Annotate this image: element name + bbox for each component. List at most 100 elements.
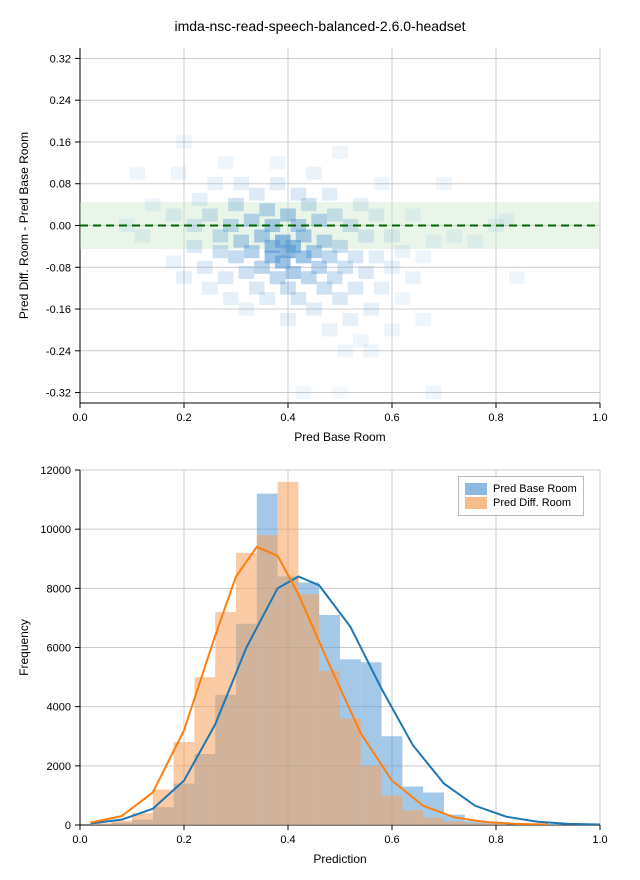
- density-cell: [135, 229, 151, 242]
- svg-text:0.4: 0.4: [280, 412, 295, 424]
- svg-text:0.2: 0.2: [176, 412, 191, 424]
- density-cell: [145, 198, 161, 211]
- svg-text:-0.24: -0.24: [46, 346, 71, 358]
- chart-title: imda-nsc-read-speech-balanced-2.6.0-head…: [0, 18, 640, 34]
- histogram-bar: [319, 671, 340, 825]
- density-cell: [426, 386, 442, 399]
- density-cell: [192, 193, 208, 206]
- density-cell: [291, 292, 307, 305]
- histogram-bar: [361, 766, 382, 825]
- svg-text:0.0: 0.0: [72, 834, 87, 846]
- density-cell: [467, 235, 483, 248]
- density-cell: [322, 188, 338, 201]
- density-cell: [296, 229, 312, 242]
- density-cell: [296, 386, 312, 399]
- density-cell: [348, 250, 364, 263]
- legend-item: Pred Base Room: [465, 483, 577, 495]
- svg-text:0.4: 0.4: [280, 834, 295, 846]
- legend-label: Pred Diff. Room: [493, 497, 571, 509]
- density-cell: [218, 156, 234, 169]
- density-cell: [218, 271, 234, 284]
- svg-text:6000: 6000: [47, 643, 71, 655]
- density-cell: [207, 177, 223, 190]
- density-cell: [436, 177, 452, 190]
- density-cell: [301, 198, 317, 211]
- density-cell: [244, 245, 260, 258]
- density-cell: [332, 386, 348, 399]
- svg-text:-0.16: -0.16: [46, 304, 71, 316]
- svg-text:Frequency: Frequency: [17, 619, 31, 676]
- density-cell: [249, 188, 265, 201]
- svg-text:4000: 4000: [47, 702, 71, 714]
- histogram-plot: 0.00.20.40.60.81.00200040006000800010000…: [17, 465, 608, 866]
- density-cell: [306, 303, 322, 316]
- density-cell: [332, 240, 348, 253]
- histogram-bar: [194, 677, 215, 825]
- density-cell: [239, 266, 255, 279]
- scatter-plot: 0.00.20.40.60.81.0-0.32-0.24-0.16-0.080.…: [17, 48, 608, 444]
- histogram-bar: [382, 795, 403, 825]
- density-cell: [358, 229, 374, 242]
- histogram-bar: [444, 821, 465, 825]
- density-cell: [213, 245, 229, 258]
- density-cell: [384, 323, 400, 336]
- density-cell: [374, 177, 390, 190]
- svg-text:-0.08: -0.08: [46, 262, 71, 274]
- histogram-bar: [402, 810, 423, 825]
- histogram-legend: Pred Base Room Pred Diff. Room: [458, 476, 584, 516]
- density-cell: [415, 313, 431, 326]
- density-cell: [322, 323, 338, 336]
- legend-label: Pred Base Room: [493, 483, 577, 495]
- svg-text:0.08: 0.08: [50, 179, 71, 191]
- svg-text:Pred Base Room: Pred Base Room: [294, 430, 385, 444]
- svg-text:0.8: 0.8: [488, 412, 503, 424]
- svg-text:0.8: 0.8: [488, 834, 503, 846]
- density-cell: [259, 292, 275, 305]
- density-cell: [197, 261, 213, 274]
- histogram-bar: [298, 594, 319, 825]
- density-cell: [280, 313, 296, 326]
- density-cell: [405, 271, 421, 284]
- legend-swatch-blue: [465, 483, 487, 495]
- density-cell: [384, 229, 400, 242]
- svg-text:8000: 8000: [47, 583, 71, 595]
- histogram-bar: [257, 535, 278, 825]
- density-cell: [327, 209, 343, 222]
- density-cell: [228, 198, 244, 211]
- density-cell: [348, 282, 364, 295]
- density-cell: [395, 292, 411, 305]
- histogram-bar: [278, 482, 299, 825]
- density-cell: [353, 198, 369, 211]
- density-cell: [343, 313, 359, 326]
- svg-text:1.0: 1.0: [592, 412, 607, 424]
- svg-text:0.6: 0.6: [384, 834, 399, 846]
- svg-text:0.24: 0.24: [50, 95, 71, 107]
- svg-text:10000: 10000: [40, 524, 71, 536]
- density-cell: [223, 292, 239, 305]
- density-cell: [332, 146, 348, 159]
- svg-text:0.6: 0.6: [384, 412, 399, 424]
- density-cell: [202, 282, 218, 295]
- histogram-bar: [465, 823, 486, 825]
- density-cell: [166, 256, 182, 269]
- svg-text:Pred Diff. Room - Pred Base Ro: Pred Diff. Room - Pred Base Room: [17, 132, 31, 319]
- density-cell: [176, 271, 192, 284]
- density-cell: [358, 266, 374, 279]
- density-cell: [395, 245, 411, 258]
- density-cell: [384, 261, 400, 274]
- density-cell: [426, 235, 442, 248]
- density-cell: [415, 250, 431, 263]
- density-cell: [447, 229, 463, 242]
- density-cell: [166, 209, 182, 222]
- density-cell: [369, 250, 385, 263]
- svg-text:-0.32: -0.32: [46, 388, 71, 400]
- density-cell: [239, 303, 255, 316]
- density-cell: [129, 167, 145, 180]
- density-cell: [317, 235, 333, 248]
- density-cell: [337, 344, 353, 357]
- density-cell: [369, 209, 385, 222]
- density-cell: [176, 135, 192, 148]
- svg-text:12000: 12000: [40, 465, 71, 477]
- svg-text:Prediction: Prediction: [313, 852, 366, 866]
- svg-text:0.2: 0.2: [176, 834, 191, 846]
